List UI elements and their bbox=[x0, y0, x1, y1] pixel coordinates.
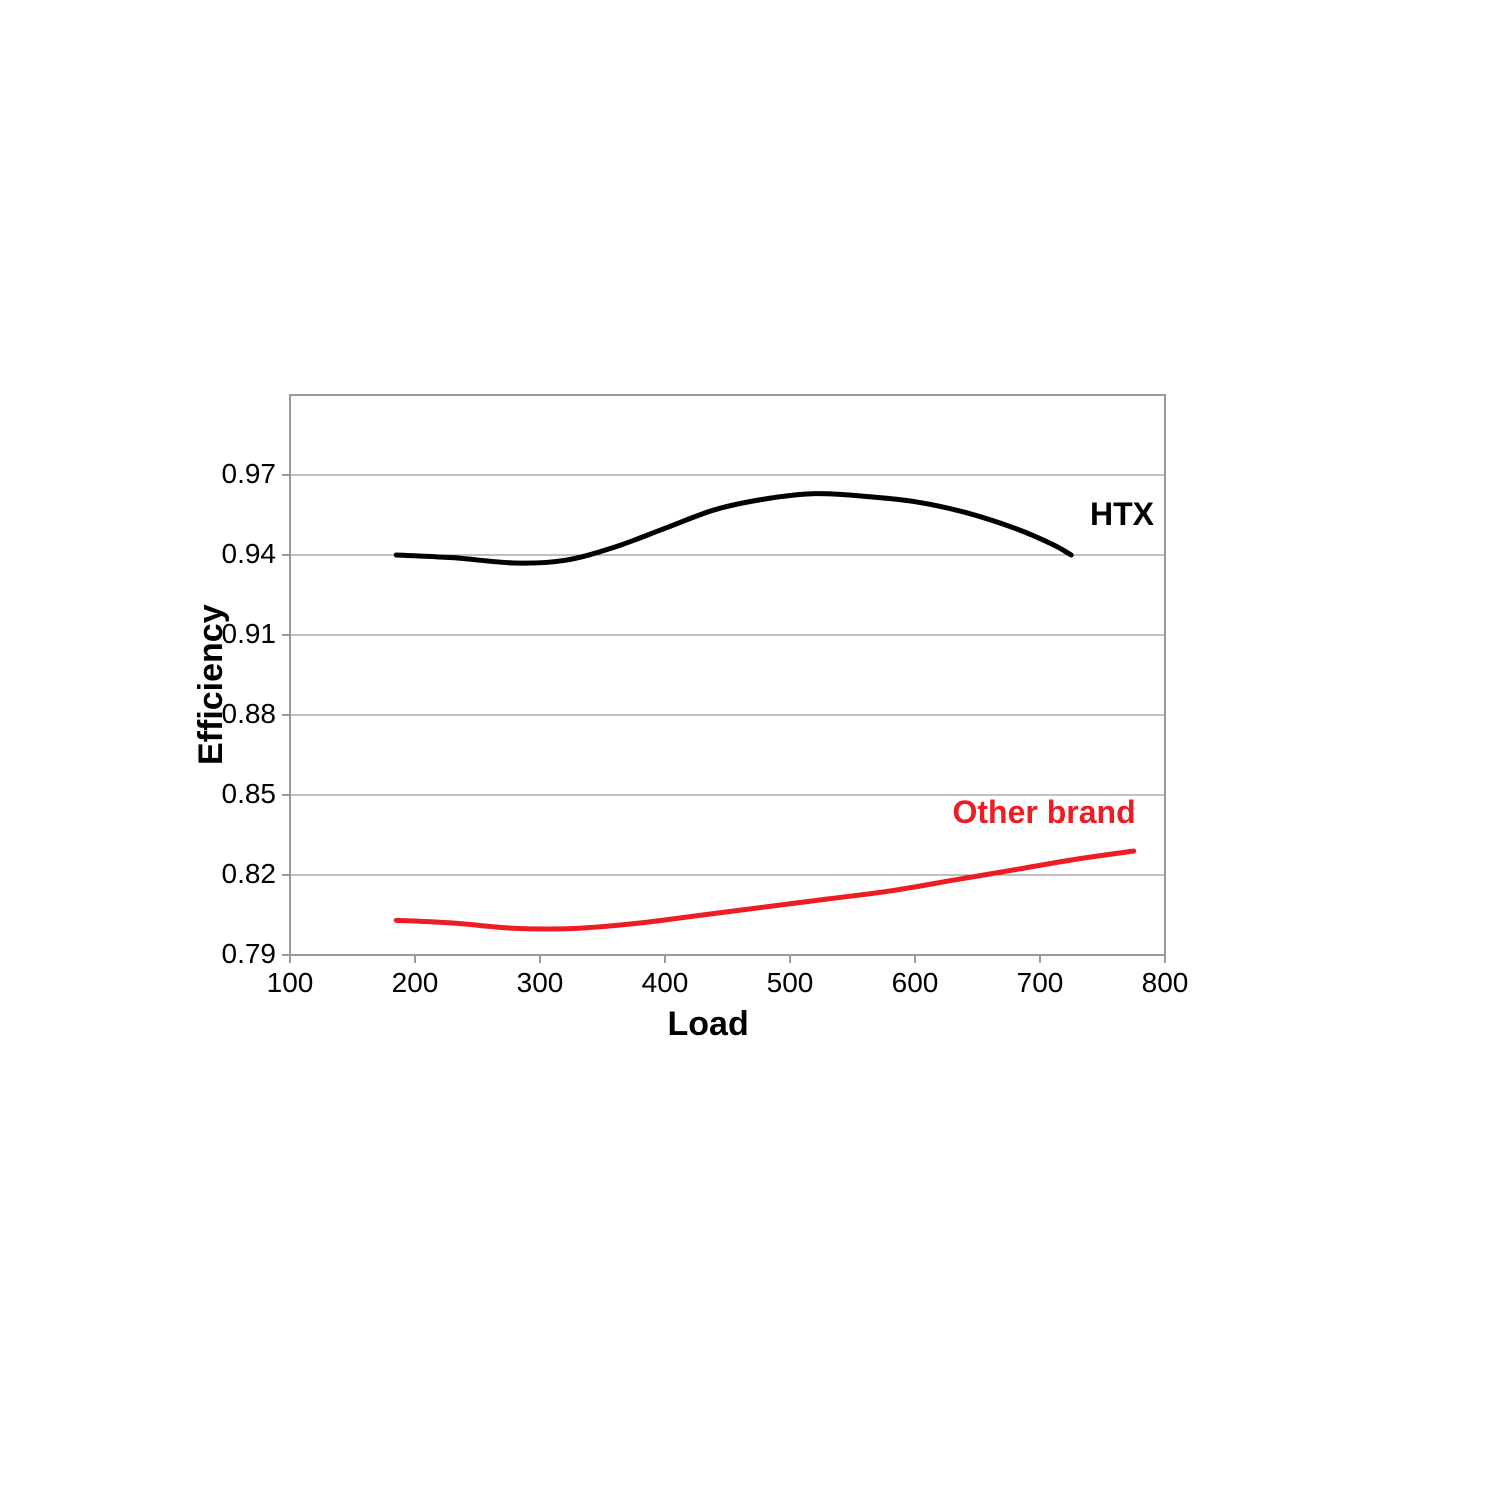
x-tick-label: 300 bbox=[510, 967, 570, 999]
y-axis-label: Efficiency bbox=[192, 604, 231, 765]
y-tick-label: 0.82 bbox=[222, 858, 277, 890]
y-tick-label: 0.94 bbox=[222, 538, 277, 570]
x-tick-label: 400 bbox=[635, 967, 695, 999]
y-tick-label: 0.85 bbox=[222, 778, 277, 810]
series-label-other-brand: Other brand bbox=[953, 794, 1136, 831]
x-tick-label: 500 bbox=[760, 967, 820, 999]
series-label-htx: HTX bbox=[1090, 496, 1154, 533]
x-tick-label: 200 bbox=[385, 967, 445, 999]
x-tick-label: 800 bbox=[1135, 967, 1195, 999]
y-tick-label: 0.79 bbox=[222, 938, 277, 970]
x-tick-label: 700 bbox=[1010, 967, 1070, 999]
x-axis-label: Load bbox=[668, 1005, 749, 1044]
efficiency-chart: 0.790.820.850.880.910.940.97100200300400… bbox=[0, 0, 1500, 1500]
y-tick-label: 0.97 bbox=[222, 458, 277, 490]
x-tick-label: 600 bbox=[885, 967, 945, 999]
x-tick-label: 100 bbox=[260, 967, 320, 999]
